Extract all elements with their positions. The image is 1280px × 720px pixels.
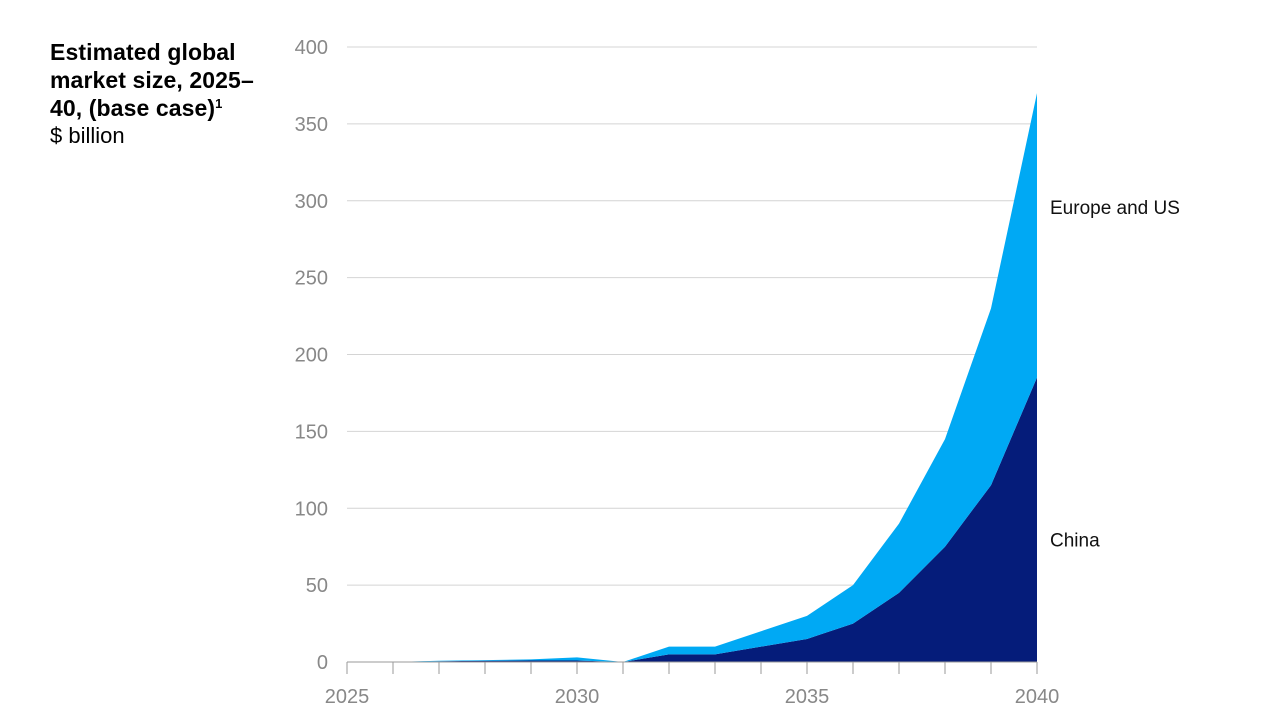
y-axis-tick-labels: 0 50 100 150 200 250 300 350 400 [295,37,328,674]
series-label-china: China [1050,531,1100,552]
y-tick-label: 400 [295,37,328,59]
x-tick-label: 2035 [785,686,830,708]
chart-title-text: Estimated global market size, 2025–40, (… [50,39,254,121]
series-label-europe-and-us: Europe and US [1050,198,1180,219]
y-tick-label: 100 [295,498,328,520]
y-tick-label: 250 [295,268,328,290]
chart-title-block: Estimated global market size, 2025–40, (… [50,38,280,150]
chart-title: Estimated global market size, 2025–40, (… [50,38,280,122]
area-series-china [347,377,1037,662]
chart-unit: $ billion [50,123,125,148]
y-tick-label: 0 [317,652,328,674]
y-tick-label: 150 [295,421,328,443]
x-tick-label: 2030 [555,686,600,708]
y-tick-label: 300 [295,191,328,213]
x-tick-label: 2040 [1015,686,1060,708]
y-tick-label: 50 [306,575,328,597]
x-axis: 2025 2030 2035 2040 [325,661,1060,708]
y-tick-label: 200 [295,345,328,367]
series-areas [347,93,1037,662]
y-tick-label: 350 [295,114,328,136]
footnote-marker: 1 [215,96,223,111]
x-tick-label: 2025 [325,686,370,708]
series-labels: China Europe and US [1050,198,1180,552]
